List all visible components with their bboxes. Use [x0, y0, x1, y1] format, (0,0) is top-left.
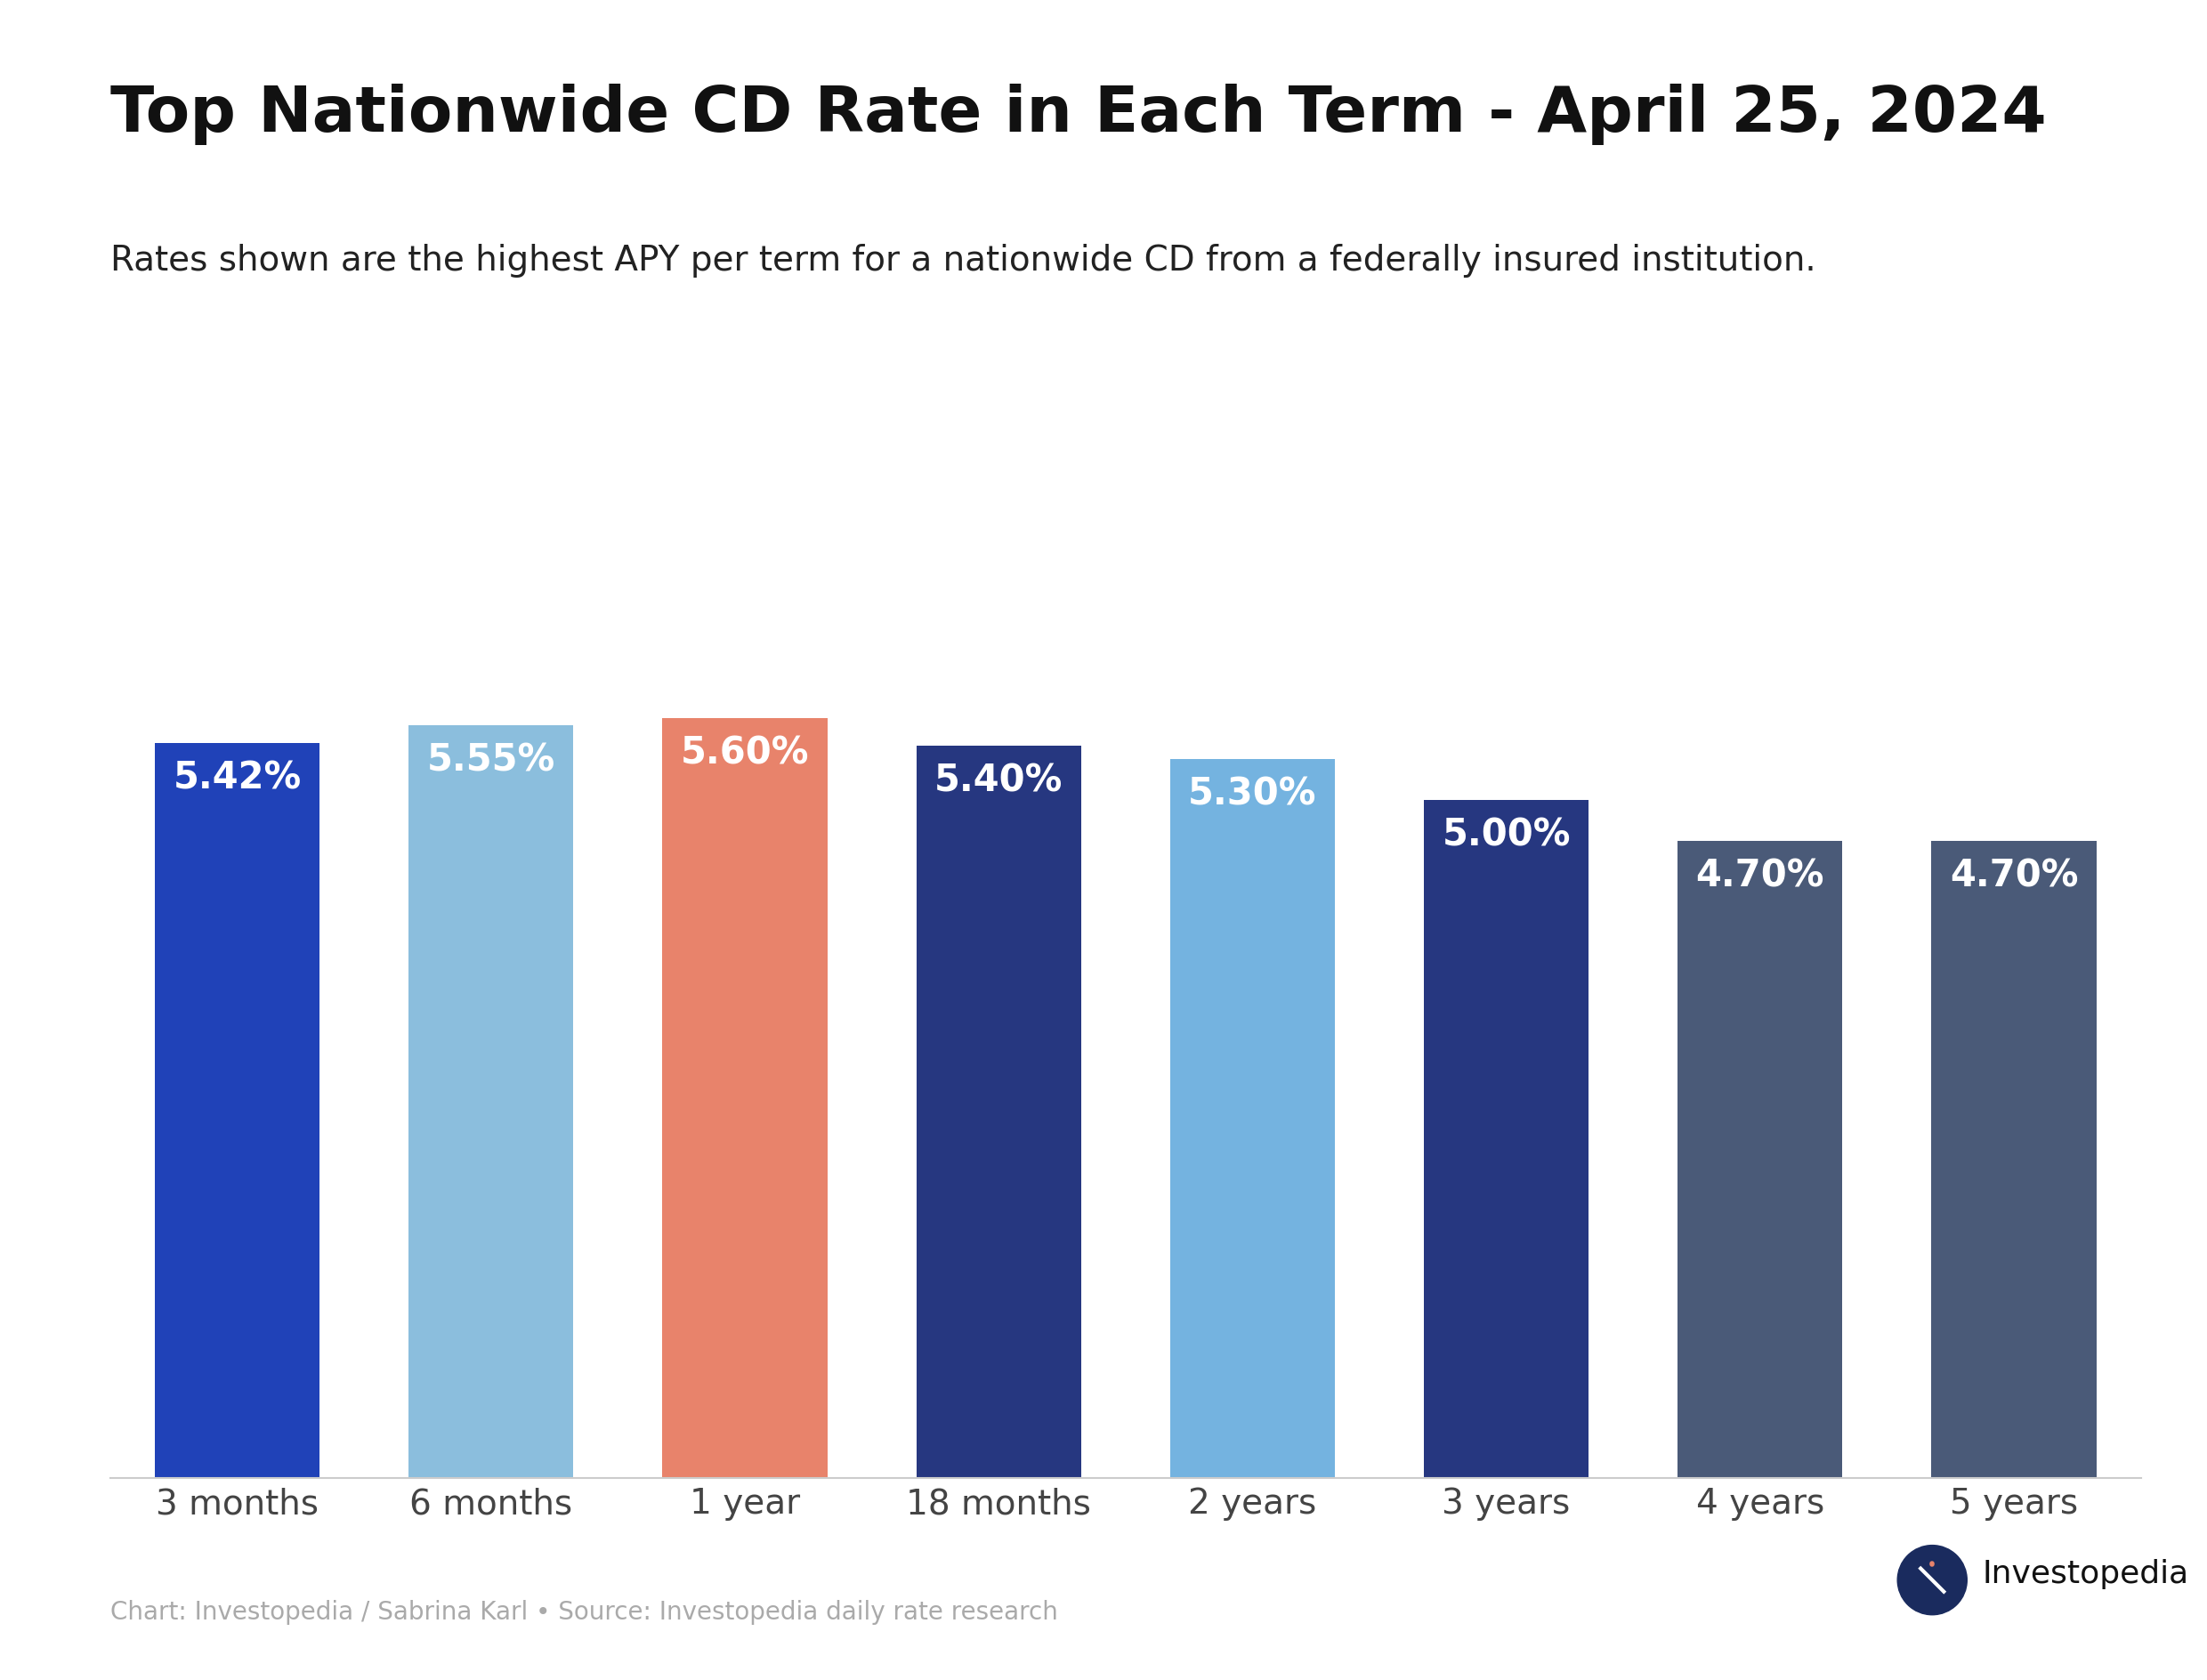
Bar	[154, 743, 320, 1478]
Text: Investopedia: Investopedia	[1982, 1559, 2189, 1589]
Bar	[1170, 759, 1335, 1478]
Text: 4.70%: 4.70%	[1949, 857, 2079, 894]
Text: 5.30%: 5.30%	[1187, 776, 1318, 813]
Text: 5.40%: 5.40%	[934, 763, 1064, 800]
Text: Top Nationwide CD Rate in Each Term - April 25, 2024: Top Nationwide CD Rate in Each Term - Ap…	[110, 84, 2046, 146]
Text: 5.60%: 5.60%	[680, 734, 810, 773]
Bar	[1931, 840, 2097, 1478]
Text: 5.00%: 5.00%	[1441, 816, 1571, 853]
Bar	[1424, 800, 1589, 1478]
Text: Chart: Investopedia / Sabrina Karl • Source: Investopedia daily rate research: Chart: Investopedia / Sabrina Karl • Sou…	[110, 1599, 1057, 1625]
Text: 5.55%: 5.55%	[426, 741, 556, 780]
Bar	[408, 726, 574, 1478]
Bar	[662, 719, 828, 1478]
Bar	[1677, 840, 1843, 1478]
Circle shape	[1898, 1546, 1966, 1614]
Bar	[916, 746, 1081, 1478]
Text: 4.70%: 4.70%	[1695, 857, 1825, 894]
Text: 5.42%: 5.42%	[172, 759, 302, 796]
Text: Rates shown are the highest APY per term for a nationwide CD from a federally in: Rates shown are the highest APY per term…	[110, 244, 1816, 277]
